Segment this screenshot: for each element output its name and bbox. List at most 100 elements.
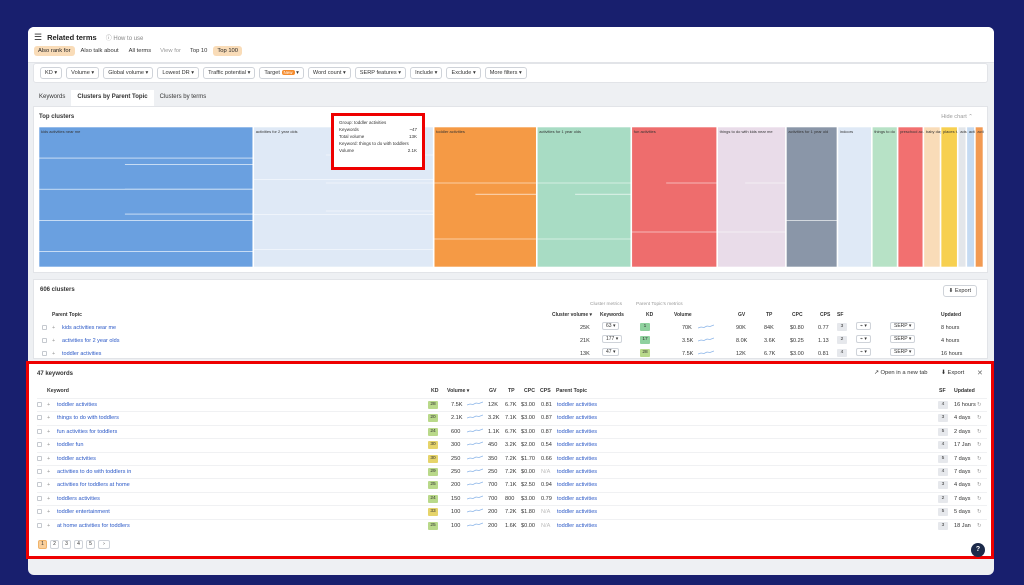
- chip-top-100[interactable]: Top 100: [213, 46, 243, 56]
- menu-icon[interactable]: ☰: [34, 32, 43, 42]
- keyword-link[interactable]: fun activities for toddlers: [57, 428, 118, 435]
- treemap-tile[interactable]: preschool ac...: [897, 127, 926, 267]
- chip-all-terms[interactable]: All terms: [128, 48, 152, 54]
- row-checkbox[interactable]: [37, 495, 42, 503]
- filter-kd[interactable]: KD ▾: [40, 67, 63, 79]
- kcol-volume[interactable]: Volume ▾: [447, 388, 470, 394]
- refresh-icon[interactable]: ↻: [977, 455, 982, 462]
- row-checkbox[interactable]: [37, 522, 42, 530]
- parent-topic-link[interactable]: toddler activities: [557, 402, 598, 408]
- expand-icon[interactable]: +: [52, 338, 56, 344]
- cluster-row[interactable]: + activities for 2 year olds 21K 177 ▾ 17 3.5…: [34, 335, 989, 348]
- serp-select[interactable]: SERP ▾: [890, 335, 916, 343]
- add-icon[interactable]: +: [47, 469, 51, 475]
- keyword-row[interactable]: + things to do with toddlers 20 2.1K 3.2K 7.1…: [37, 411, 987, 424]
- keyword-row[interactable]: + activities for toddlers at home 25 200 700…: [37, 478, 987, 491]
- serp-select[interactable]: SERP ▾: [890, 322, 916, 330]
- row-checkbox[interactable]: [37, 428, 42, 436]
- expand-icon[interactable]: +: [52, 325, 56, 331]
- filter-serp-features[interactable]: SERP features ▾: [354, 67, 407, 79]
- filter-volume[interactable]: Volume ▾: [66, 67, 100, 79]
- parent-topic-link[interactable]: toddler activities: [557, 428, 598, 435]
- parent-topic-link[interactable]: toddler activities: [557, 495, 598, 502]
- kcol-kd[interactable]: KD: [431, 388, 439, 394]
- keyword-link[interactable]: things to do with toddlers: [57, 415, 119, 422]
- page-4[interactable]: 4: [74, 540, 83, 549]
- keyword-link[interactable]: activities to do with toddlers in: [57, 469, 132, 475]
- row-checkbox[interactable]: [37, 442, 42, 449]
- cluster-row[interactable]: + toddler activities 13K 47 ▾ 28 7.5K 12K 6.7K $…: [34, 348, 989, 361]
- add-icon[interactable]: +: [47, 415, 51, 422]
- kcol-cps[interactable]: CPS: [540, 388, 551, 394]
- keyword-row[interactable]: + at home activities for toddlers 25 100 200…: [37, 518, 987, 532]
- clusters-export-button[interactable]: ⬇ Export: [942, 285, 977, 297]
- keywords-select[interactable]: 177 ▾: [602, 335, 623, 343]
- page-1[interactable]: 1: [38, 540, 47, 549]
- add-icon[interactable]: +: [47, 455, 51, 462]
- serp-select[interactable]: SERP ▾: [890, 348, 916, 356]
- filter-more[interactable]: More filters ▾: [484, 67, 527, 79]
- help-icon[interactable]: ?: [971, 543, 985, 557]
- col-cpc[interactable]: CPC: [792, 312, 803, 318]
- keyword-row[interactable]: + fun activities for toddlers 24 600 1.1K 6.7…: [37, 424, 987, 438]
- filter-traffic-potential[interactable]: Traffic potential ▾: [203, 67, 256, 79]
- treemap-tile[interactable]: things to do with kids near me: [717, 127, 786, 267]
- treemap-tile[interactable]: activities for 1 year olds: [536, 127, 632, 267]
- add-icon[interactable]: +: [47, 442, 51, 449]
- treemap-tile[interactable]: baby day t...: [923, 127, 948, 267]
- treemap-tile[interactable]: fun activities: [631, 127, 717, 267]
- parent-topic-link[interactable]: kids activities near me: [62, 325, 117, 331]
- filter-include[interactable]: Include ▾: [410, 67, 443, 79]
- col-parent-topic[interactable]: Parent Topic: [52, 312, 82, 318]
- keyword-row[interactable]: + toddler entertainment 33 100 200 7.2K $1.80 N…: [37, 505, 987, 518]
- add-icon[interactable]: +: [47, 522, 51, 529]
- row-checkbox[interactable]: [37, 509, 42, 516]
- clusters-treemap[interactable]: kids activities near me activities for 2 …: [39, 127, 984, 267]
- parent-topic-link[interactable]: toddler activities: [557, 522, 598, 529]
- refresh-icon[interactable]: ↻: [977, 509, 982, 516]
- parent-topic-link[interactable]: activities for 2 year olds: [62, 338, 120, 344]
- trend-select[interactable]: ⌁ ▾: [856, 322, 871, 330]
- keyword-link[interactable]: activities for toddlers at home: [57, 482, 130, 489]
- cluster-row[interactable]: + kids activities near me 25K 63 ▾ 1 70K 90K 84…: [34, 322, 989, 335]
- treemap-tile[interactable]: indoors: [837, 127, 872, 267]
- parent-topic-link[interactable]: toddler activities: [557, 415, 598, 422]
- treemap-tile[interactable]: kids activities near me: [39, 127, 254, 267]
- row-checkbox[interactable]: [42, 325, 47, 332]
- col-sf[interactable]: SF: [837, 312, 844, 318]
- col-volume[interactable]: Volume: [674, 312, 692, 318]
- filter-word-count[interactable]: Word count ▾: [307, 67, 351, 79]
- keyword-link[interactable]: toddler entertainment: [57, 509, 110, 516]
- filter-exclude[interactable]: Exclude ▾: [446, 67, 481, 79]
- parent-topic-link[interactable]: toddler activities: [62, 351, 102, 357]
- treemap-tile[interactable]: acti...: [975, 127, 984, 267]
- parent-topic-link[interactable]: toddler activities: [557, 509, 598, 516]
- col-keywords[interactable]: Keywords: [600, 312, 624, 318]
- page-2[interactable]: 2: [50, 540, 59, 549]
- keyword-row[interactable]: + toddler actvities 30 250 350 7.2K $1.70 0.66 t…: [37, 451, 987, 465]
- kcol-sf[interactable]: SF: [939, 388, 946, 394]
- chip-also-talk-about[interactable]: Also talk about: [80, 48, 119, 54]
- chip-also-rank-for[interactable]: Also rank for: [34, 46, 75, 56]
- col-tp[interactable]: TP: [766, 312, 773, 318]
- treemap-tile[interactable]: activities for 1 year old: [786, 127, 838, 267]
- next-page-icon[interactable]: ›: [98, 540, 110, 549]
- parent-topic-link[interactable]: toddler activities: [557, 482, 598, 489]
- filter-target[interactable]: Target New ▾: [259, 67, 304, 79]
- keyword-row[interactable]: + toddler fun 30 300 450 3.2K $2.00 0.54 toddler…: [37, 438, 987, 451]
- hide-chart-button[interactable]: Hide chart ⌃: [941, 114, 973, 120]
- row-checkbox[interactable]: [37, 469, 42, 476]
- trend-select[interactable]: ⌁ ▾: [856, 348, 871, 356]
- keyword-link[interactable]: toddler actvities: [57, 455, 96, 462]
- keyword-link[interactable]: toddler fun: [57, 442, 84, 449]
- keyword-link[interactable]: toddler activities: [57, 402, 98, 408]
- row-checkbox[interactable]: [42, 338, 47, 345]
- refresh-icon[interactable]: ↻: [977, 522, 982, 529]
- add-icon[interactable]: +: [47, 495, 51, 502]
- filter-global-volume[interactable]: Global volume ▾: [103, 67, 154, 79]
- parent-topic-link[interactable]: toddler activities: [557, 469, 598, 475]
- keyword-row[interactable]: + toddler activities 28 7.5K 12K 6.7K $3.00 0.8…: [37, 398, 987, 411]
- add-icon[interactable]: +: [47, 402, 51, 408]
- refresh-icon[interactable]: ↻: [977, 415, 982, 422]
- keywords-select[interactable]: 47 ▾: [602, 348, 620, 356]
